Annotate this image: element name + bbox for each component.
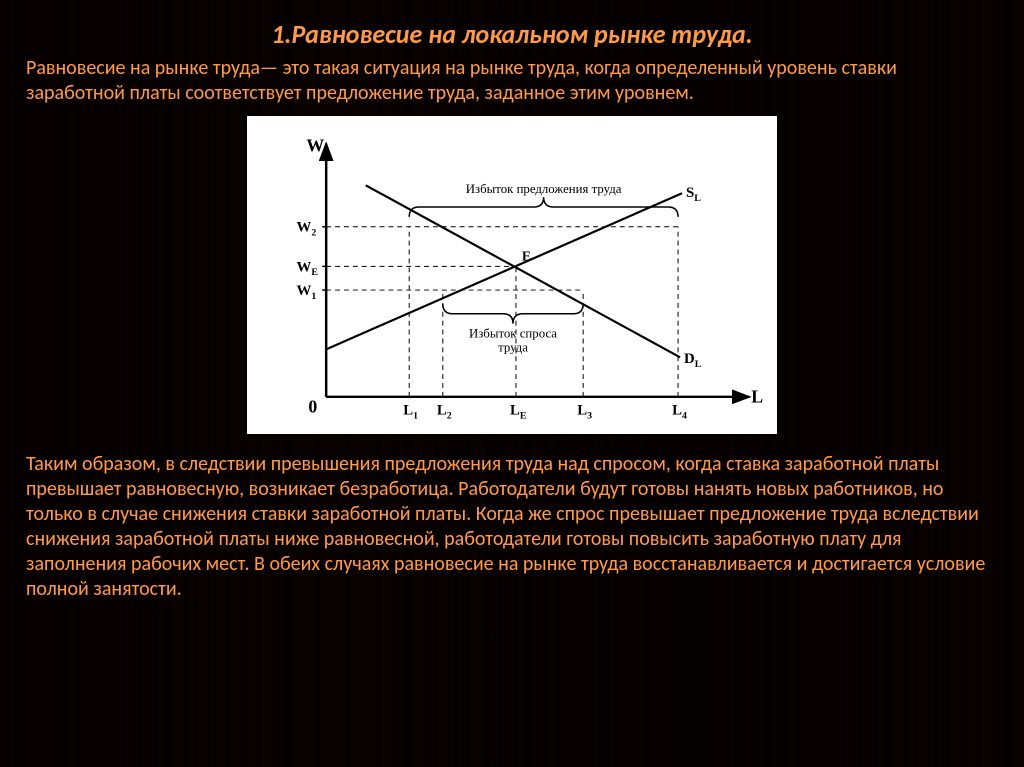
svg-text:L4: L4	[672, 403, 687, 422]
intro-text: Равновесие на рынке труда— это такая сит…	[26, 56, 998, 106]
svg-text:Избыток предложения труда: Избыток предложения труда	[466, 182, 622, 196]
svg-text:E: E	[522, 248, 531, 263]
svg-text:L2: L2	[437, 403, 452, 422]
body-text: Таким образом, в следствии превышения пр…	[26, 452, 998, 602]
svg-text:L3: L3	[577, 403, 592, 422]
svg-text:W1: W1	[297, 283, 317, 302]
svg-text:труда: труда	[498, 340, 528, 354]
svg-text:DL: DL	[684, 351, 702, 370]
svg-text:SL: SL	[686, 185, 701, 204]
labor-market-chart: W L 0 SL DL W2 WE W1 L1 L2 LE L3 L4 E Избыток предложе…	[255, 124, 769, 430]
slide-title: 1.Равновесие на локальном рынке труда.	[26, 18, 998, 50]
svg-text:L: L	[751, 387, 763, 407]
svg-text:LE: LE	[510, 403, 527, 422]
svg-text:L1: L1	[403, 403, 418, 422]
svg-text:Избыток спроса: Избыток спроса	[469, 327, 557, 341]
diagram-container: W L 0 SL DL W2 WE W1 L1 L2 LE L3 L4 E Избыток предложе…	[247, 116, 777, 434]
svg-text:W: W	[306, 136, 324, 156]
svg-text:WE: WE	[297, 259, 319, 278]
svg-text:0: 0	[308, 397, 317, 417]
svg-text:W2: W2	[297, 220, 317, 239]
